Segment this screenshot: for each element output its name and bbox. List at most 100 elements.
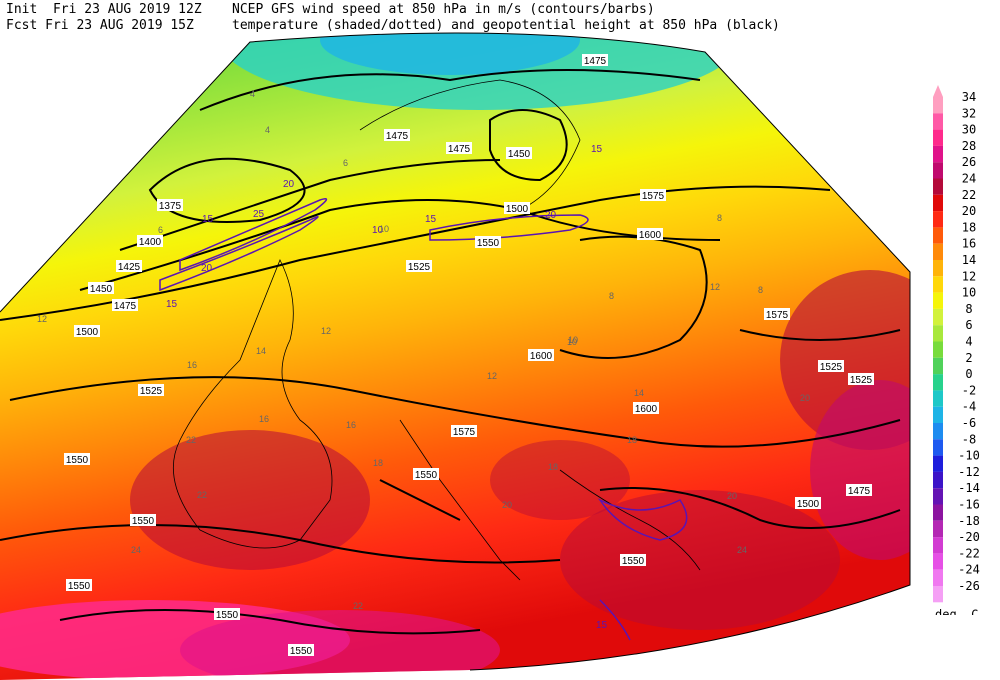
legend-tick-label: -6 xyxy=(962,416,976,430)
legend-swatch xyxy=(933,129,943,146)
legend-tick-label: 8 xyxy=(965,302,972,316)
legend-tick-label: -10 xyxy=(958,449,980,463)
wind-label: 15 xyxy=(166,299,178,310)
height-label: 1575 xyxy=(764,308,790,321)
legend-tick-label: 32 xyxy=(962,106,976,120)
svg-text:1550: 1550 xyxy=(66,455,89,466)
legend-tick-label: -2 xyxy=(962,383,976,397)
legend-tick-label: -8 xyxy=(962,432,976,446)
temp-label: 22 xyxy=(197,490,207,500)
legend-swatch xyxy=(933,553,943,570)
temp-label: 20 xyxy=(502,500,512,510)
temp-label: 20 xyxy=(800,393,810,403)
legend-swatch xyxy=(933,162,943,179)
legend-tick-label: 6 xyxy=(965,318,972,332)
legend-swatch xyxy=(933,211,943,228)
height-label: 1500 xyxy=(74,325,100,338)
height-label: 1475 xyxy=(112,299,138,312)
temp-label: 10 xyxy=(379,224,389,234)
wind-label: 15 xyxy=(596,620,608,631)
temp-label: 8 xyxy=(758,285,763,295)
svg-text:1375: 1375 xyxy=(159,201,182,212)
legend-swatch xyxy=(933,308,943,326)
legend-tick-label: -24 xyxy=(958,563,980,577)
legend-swatch xyxy=(933,390,943,407)
temp-label: 4 xyxy=(250,89,255,99)
svg-text:1500: 1500 xyxy=(506,204,529,215)
wind-label: 10 xyxy=(372,225,384,236)
weather-map: 1475 1475 1475 1450 1375 1400 1425 1450 … xyxy=(0,32,911,680)
legend-swatch xyxy=(933,325,943,342)
legend-swatch xyxy=(933,292,943,309)
temp-label: 12 xyxy=(37,314,47,324)
svg-text:1550: 1550 xyxy=(68,581,91,592)
svg-text:1475: 1475 xyxy=(448,144,471,155)
wind-label: 15 xyxy=(591,144,603,155)
wind-label: 15 xyxy=(202,214,214,225)
temp-label: 6 xyxy=(158,225,163,235)
temp-label: 12 xyxy=(321,326,331,336)
legend-swatch xyxy=(933,455,943,472)
svg-text:1450: 1450 xyxy=(508,149,531,160)
legend-tick-label: 26 xyxy=(962,155,976,169)
legend-tick-label: -22 xyxy=(958,546,980,560)
height-label: 1550 xyxy=(66,579,92,592)
height-label: 1600 xyxy=(633,402,659,415)
height-label: 1600 xyxy=(528,349,554,362)
height-label: 1400 xyxy=(137,235,163,248)
height-label: 1450 xyxy=(88,282,114,295)
height-label: 1500 xyxy=(504,202,530,215)
legend-tick-label: 30 xyxy=(962,123,976,137)
height-label: 1550 xyxy=(413,468,439,481)
legend-swatch xyxy=(933,243,943,260)
height-label: 1550 xyxy=(214,608,240,621)
legend-tick-label: 12 xyxy=(962,269,976,283)
temp-label: 6 xyxy=(343,158,348,168)
temp-label: 18 xyxy=(548,462,558,472)
svg-text:1550: 1550 xyxy=(415,470,438,481)
height-label: 1375 xyxy=(157,199,183,212)
temp-label: 22 xyxy=(186,435,196,445)
legend-tick-label: 28 xyxy=(962,139,976,153)
svg-text:1575: 1575 xyxy=(642,191,665,202)
height-label: 1425 xyxy=(116,260,142,273)
height-label: 1525 xyxy=(818,360,844,373)
legend-swatch xyxy=(933,194,943,212)
height-label: 1450 xyxy=(506,147,532,160)
legend-swatch xyxy=(933,374,943,391)
legend-swatch xyxy=(933,471,943,489)
chart-subtitle: temperature (shaded/dotted) and geopoten… xyxy=(232,18,780,33)
chart-title: NCEP GFS wind speed at 850 hPa in m/s (c… xyxy=(232,2,655,17)
temp-label: 16 xyxy=(187,360,197,370)
svg-text:1600: 1600 xyxy=(635,404,658,415)
svg-text:1550: 1550 xyxy=(216,610,239,621)
svg-text:1600: 1600 xyxy=(639,230,662,241)
temp-label: 14 xyxy=(634,388,644,398)
svg-text:1475: 1475 xyxy=(584,56,607,67)
legend-tick-label: -4 xyxy=(962,400,976,414)
legend-tick-label: 10 xyxy=(962,286,976,300)
legend-tick-label: -18 xyxy=(958,514,980,528)
temp-label: 10 xyxy=(567,337,577,347)
wind-label: 25 xyxy=(253,209,265,220)
legend-tick-label: -14 xyxy=(958,481,980,495)
height-label: 1575 xyxy=(451,425,477,438)
svg-text:1600: 1600 xyxy=(530,351,553,362)
height-label: 1550 xyxy=(288,644,314,657)
height-label: 1475 xyxy=(846,484,872,497)
legend-swatch xyxy=(933,113,943,130)
wind-label: 20 xyxy=(545,210,557,221)
height-label: 1525 xyxy=(138,384,164,397)
height-label: 1475 xyxy=(582,54,608,67)
temp-label: 18 xyxy=(627,435,637,445)
legend-tick-label: 0 xyxy=(965,367,972,381)
legend-tick-label: 14 xyxy=(962,253,976,267)
init-time: Init Fri 23 AUG 2019 12Z xyxy=(6,2,202,17)
legend-swatch xyxy=(933,260,943,277)
temp-label: 10 xyxy=(568,335,578,345)
temp-label: 16 xyxy=(346,420,356,430)
svg-text:1400: 1400 xyxy=(139,237,162,248)
legend-swatch xyxy=(933,520,943,538)
svg-text:1550: 1550 xyxy=(132,516,155,527)
height-label: 1550 xyxy=(64,453,90,466)
